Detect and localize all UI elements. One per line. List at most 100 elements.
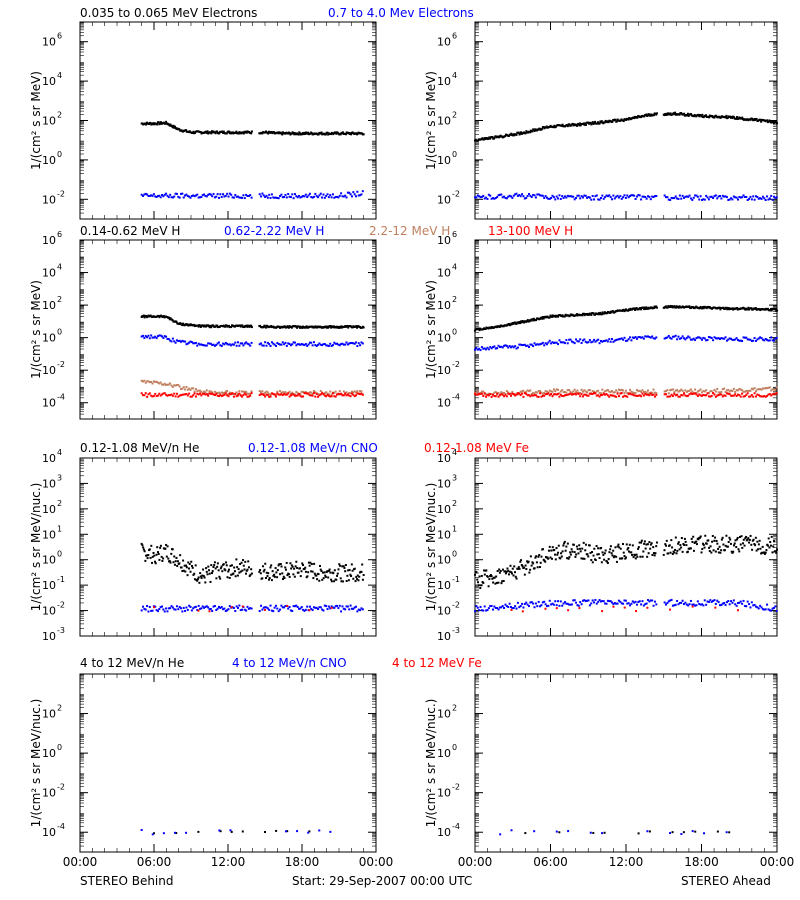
data-point (493, 345, 496, 348)
y-axis-label: 1/(cm² s sr MeV) (29, 71, 43, 170)
data-point (627, 309, 630, 312)
data-point (182, 393, 185, 396)
data-point (662, 553, 665, 556)
data-point (629, 195, 632, 198)
data-point (712, 115, 715, 118)
series-13-100-mev-h (140, 392, 364, 398)
data-point (204, 391, 207, 394)
data-point (249, 393, 252, 396)
data-point (766, 387, 769, 390)
data-point (176, 560, 179, 563)
data-point (564, 549, 567, 552)
data-point (735, 389, 738, 392)
data-point (224, 569, 227, 572)
data-point (320, 131, 323, 134)
y-tick-label: 10 (437, 528, 451, 541)
data-point (555, 388, 558, 391)
data-point (211, 392, 214, 395)
data-point (516, 392, 519, 395)
data-point (199, 343, 202, 346)
data-point (518, 392, 521, 395)
data-point (298, 325, 301, 328)
data-point (197, 604, 200, 607)
data-point (636, 555, 639, 558)
data-point (580, 342, 583, 345)
data-point (240, 561, 243, 564)
data-point (677, 390, 680, 393)
data-point (337, 196, 340, 199)
data-point (306, 132, 309, 135)
data-point (356, 390, 359, 393)
data-point (526, 560, 529, 563)
data-point (250, 572, 253, 575)
data-point (598, 557, 601, 560)
data-point (706, 392, 709, 395)
data-point (477, 581, 480, 584)
data-point (175, 605, 178, 608)
data-point (626, 339, 629, 342)
data-point (575, 313, 578, 316)
data-point (264, 341, 267, 344)
data-point (199, 392, 202, 395)
data-point (159, 544, 162, 547)
data-point (246, 395, 249, 398)
series-13-100-mev-h (474, 392, 778, 398)
data-point (360, 341, 363, 344)
data-point (667, 395, 670, 398)
data-point (748, 389, 751, 392)
data-point (318, 579, 321, 582)
data-point (612, 340, 615, 343)
data-point (329, 390, 332, 393)
data-point (345, 579, 348, 582)
data-point (587, 394, 590, 397)
data-point (477, 584, 480, 587)
data-point (776, 122, 778, 125)
data-point (192, 130, 195, 133)
data-point (523, 197, 526, 200)
data-point (285, 393, 288, 396)
data-point (340, 610, 343, 613)
data-point (166, 337, 169, 340)
data-point (630, 194, 633, 197)
data-point (646, 114, 649, 117)
data-point (474, 329, 476, 332)
data-point (178, 339, 181, 342)
data-point (230, 326, 233, 329)
data-point (540, 391, 543, 394)
data-point (591, 392, 594, 395)
data-point (505, 324, 508, 327)
data-point (675, 305, 678, 308)
data-point (574, 555, 577, 558)
data-point (491, 135, 494, 138)
data-point (598, 342, 601, 345)
series-0-62-2-22-mev-h (474, 334, 778, 352)
data-point (743, 336, 746, 339)
data-point (212, 605, 215, 608)
data-point (273, 196, 276, 199)
data-point (329, 607, 332, 610)
data-point (284, 566, 287, 569)
data-point (591, 195, 594, 198)
data-point (311, 392, 314, 395)
data-point (680, 537, 683, 540)
data-point (771, 339, 774, 342)
y-tick-label: 10 (437, 332, 451, 345)
data-point (620, 337, 623, 340)
data-point (205, 195, 208, 198)
data-point (606, 561, 609, 564)
data-point (615, 560, 618, 563)
data-point (200, 607, 203, 610)
data-point (324, 325, 327, 328)
data-point (514, 394, 517, 397)
data-point (165, 555, 168, 558)
data-point (497, 344, 500, 347)
data-point (766, 338, 769, 341)
data-point (230, 573, 233, 576)
data-point (478, 392, 481, 395)
data-point (579, 197, 582, 200)
data-point (349, 391, 352, 394)
data-point (709, 390, 712, 393)
data-point (337, 607, 340, 610)
data-point (570, 548, 573, 551)
data-point (578, 547, 581, 550)
